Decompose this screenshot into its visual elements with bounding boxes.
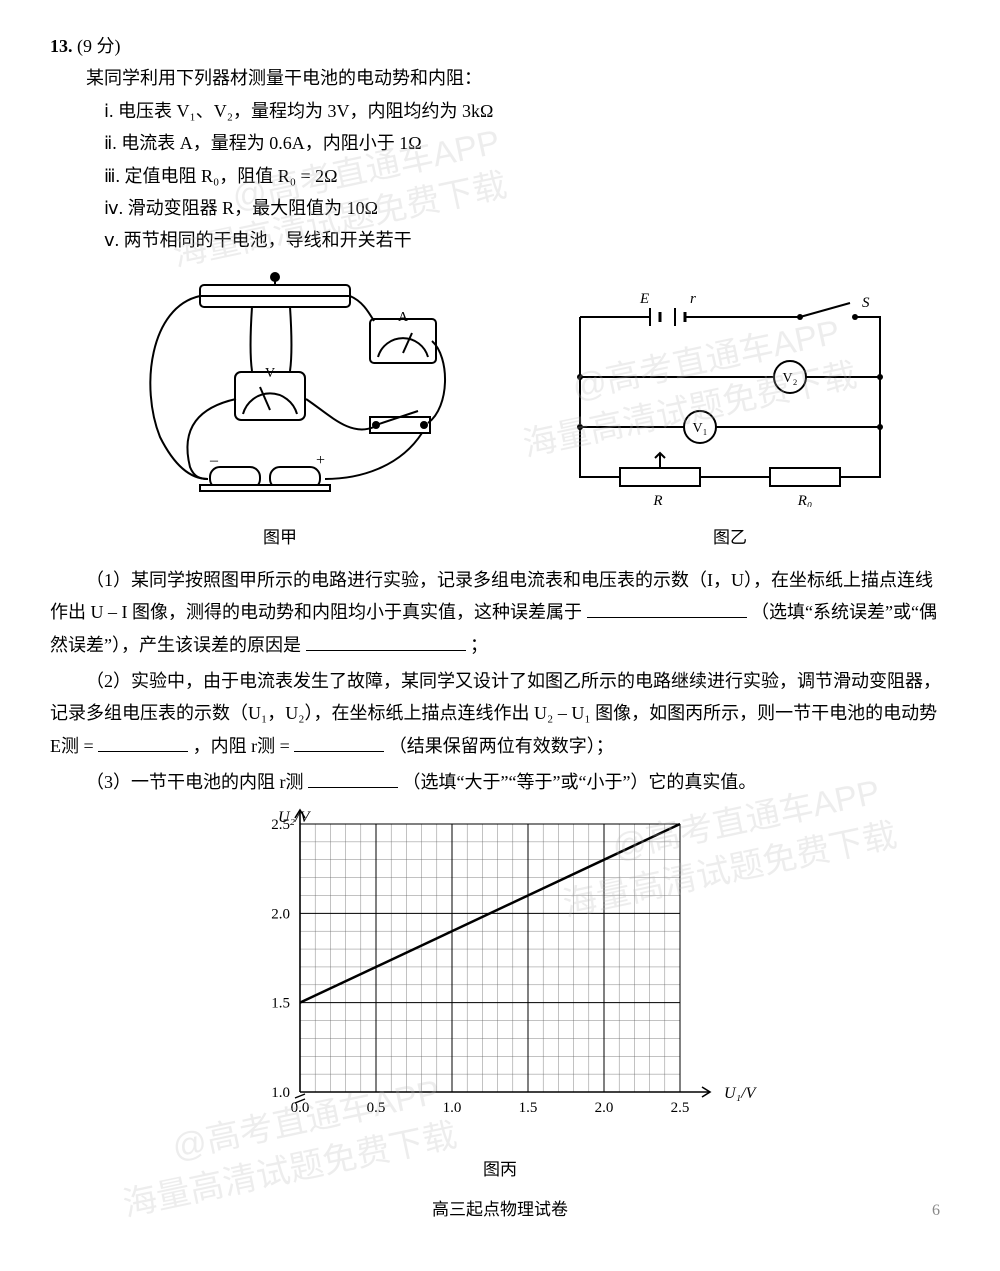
svg-text:1.0: 1.0 bbox=[443, 1100, 462, 1116]
figure-jia: A V – + bbox=[100, 267, 460, 554]
page-number: 6 bbox=[932, 1197, 940, 1226]
question-intro: 某同学利用下列器材测量干电池的电动势和内阻： bbox=[50, 62, 950, 94]
svg-text:E: E bbox=[639, 291, 649, 307]
svg-text:1.5: 1.5 bbox=[271, 996, 290, 1012]
fig3-label: 图丙 bbox=[240, 1155, 760, 1186]
item-3: ⅲ. 定值电阻 R₀，阻值 R₀ = 2Ω bbox=[50, 160, 950, 192]
fig2-label: 图乙 bbox=[560, 523, 900, 554]
svg-text:A: A bbox=[398, 310, 409, 325]
svg-text:V₁: V₁ bbox=[693, 421, 708, 436]
figure-yi: Er S V₂ V₁ R R₀ 图乙 bbox=[560, 287, 900, 554]
blank-error-reason[interactable] bbox=[306, 630, 466, 651]
svg-text:r: r bbox=[690, 291, 696, 307]
part1: （1）某同学按照图甲所示的电路进行实验，记录多组电流表和电压表的示数（I，U），… bbox=[50, 564, 950, 661]
item-4: ⅳ. 滑动变阻器 R，最大阻值为 10Ω bbox=[50, 192, 950, 224]
figure-bing-chart: 0.00.51.01.52.02.51.01.52.02.5U₁/VU₂/V bbox=[240, 808, 760, 1138]
svg-text:2.5: 2.5 bbox=[671, 1100, 690, 1116]
question-number: 13. bbox=[50, 36, 73, 56]
blank-emf[interactable] bbox=[98, 731, 188, 752]
svg-text:S: S bbox=[862, 295, 870, 311]
blank-error-type[interactable] bbox=[587, 597, 747, 618]
svg-text:2.0: 2.0 bbox=[595, 1100, 614, 1116]
svg-text:2.0: 2.0 bbox=[271, 907, 290, 923]
svg-text:–: – bbox=[209, 452, 219, 469]
part2: （2）实验中，由于电流表发生了故障，某同学又设计了如图乙所示的电路继续进行实验，… bbox=[50, 665, 950, 762]
fig1-label: 图甲 bbox=[100, 523, 460, 554]
svg-text:U₁/V: U₁/V bbox=[724, 1085, 758, 1102]
blank-r[interactable] bbox=[294, 731, 384, 752]
part3: （3）一节干电池的内阻 r测 （选填“大于”“等于”或“小于”）它的真实值。 bbox=[50, 766, 950, 798]
svg-text:+: + bbox=[316, 452, 325, 469]
svg-text:0.0: 0.0 bbox=[291, 1100, 310, 1116]
item-1: ⅰ. 电压表 V₁、V₂，量程均为 3V，内阻均约为 3kΩ bbox=[50, 95, 950, 127]
svg-text:U₂/V: U₂/V bbox=[278, 809, 312, 826]
blank-compare[interactable] bbox=[308, 767, 398, 788]
svg-text:1.0: 1.0 bbox=[271, 1085, 290, 1101]
question-points: (9 分) bbox=[77, 36, 121, 56]
page-footer: 高三起点物理试卷 bbox=[50, 1195, 950, 1226]
svg-text:0.5: 0.5 bbox=[367, 1100, 386, 1116]
svg-text:V: V bbox=[265, 366, 275, 381]
item-5: ⅴ. 两节相同的干电池，导线和开关若干 bbox=[50, 224, 950, 256]
item-2: ⅱ. 电流表 A，量程为 0.6A，内阻小于 1Ω bbox=[50, 127, 950, 159]
svg-text:V₂: V₂ bbox=[783, 371, 798, 386]
svg-text:R: R bbox=[652, 493, 662, 507]
svg-text:R₀: R₀ bbox=[797, 493, 812, 507]
svg-text:1.5: 1.5 bbox=[519, 1100, 538, 1116]
